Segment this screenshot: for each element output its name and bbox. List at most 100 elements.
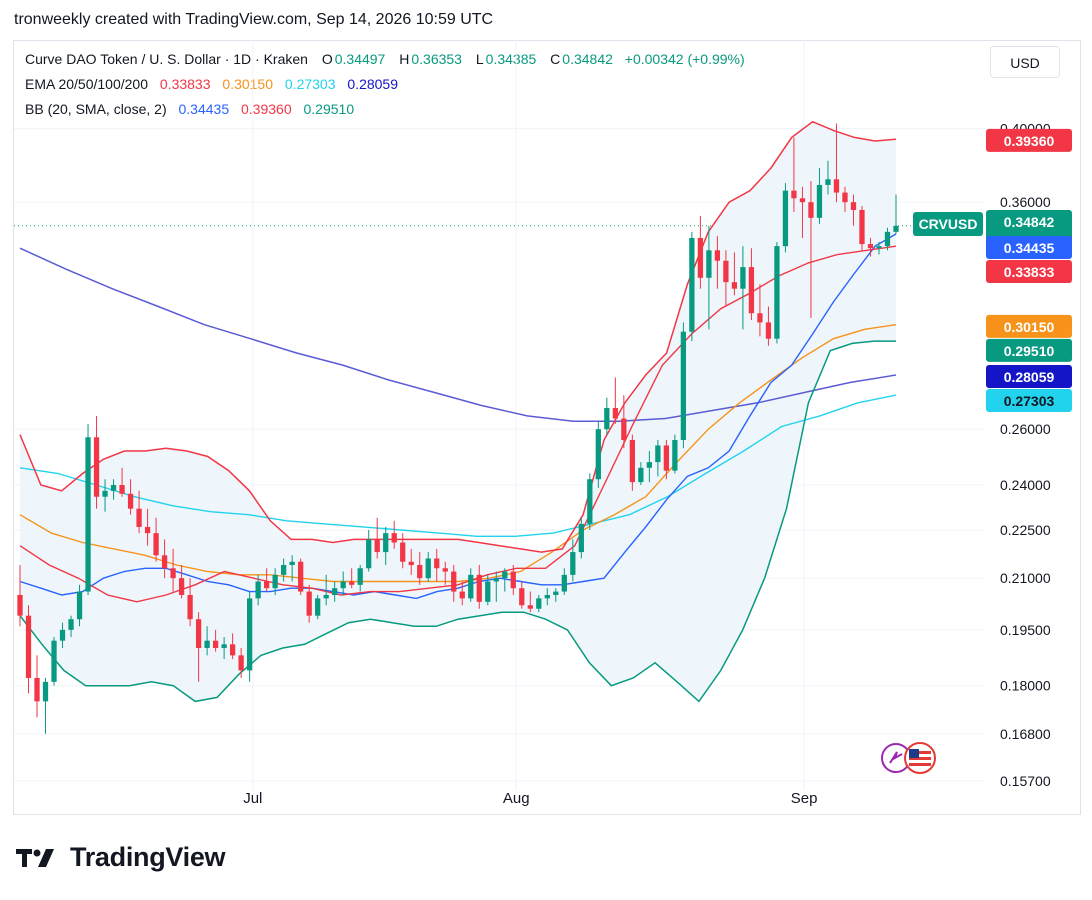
- legend-ema-row[interactable]: EMA 20/50/100/200 0.33833 0.30150 0.2730…: [25, 76, 400, 92]
- price-tick-label: 0.19500: [1000, 622, 1051, 638]
- chart-panel[interactable]: [13, 40, 1081, 815]
- candle: [655, 439, 661, 477]
- ema-label: EMA 20/50/100/200: [25, 76, 148, 92]
- tradingview-logo[interactable]: TradingView: [16, 842, 226, 873]
- candle: [757, 284, 763, 337]
- candle-body: [595, 429, 601, 480]
- candle: [697, 215, 704, 289]
- currency-button[interactable]: USD: [990, 46, 1060, 78]
- candle: [595, 421, 601, 488]
- candle: [153, 517, 159, 562]
- candle-body: [161, 555, 168, 569]
- candle: [383, 526, 389, 565]
- candle-body: [110, 485, 117, 491]
- candle: [85, 423, 91, 595]
- candle: [400, 533, 406, 569]
- time-tick-label: Sep: [791, 790, 818, 807]
- candle: [714, 235, 721, 289]
- candle-body: [680, 331, 687, 440]
- candle-body: [663, 445, 670, 471]
- candle: [765, 306, 772, 346]
- price-label-box: [986, 128, 1072, 152]
- bb-lower-value: 0.29510: [303, 101, 355, 117]
- price-tick-label: 0.26000: [1000, 421, 1051, 437]
- price-label-text: 0.34842: [1004, 214, 1055, 230]
- candle-body: [808, 202, 814, 218]
- price-label-box: [986, 235, 1072, 259]
- candle-body: [723, 260, 729, 283]
- close-label: C: [550, 51, 561, 67]
- candle-body: [221, 644, 227, 648]
- candle: [281, 558, 287, 582]
- candle-body: [451, 571, 457, 592]
- candle-body: [229, 644, 236, 656]
- candle: [782, 183, 789, 253]
- candle-body: [59, 629, 66, 641]
- candle-body: [42, 681, 49, 702]
- candle-body: [502, 571, 508, 579]
- candle-body: [238, 655, 244, 671]
- open-label: O: [321, 51, 333, 67]
- candle-body: [332, 588, 338, 595]
- bollinger-band-fill: [20, 121, 896, 702]
- candle: [791, 137, 797, 212]
- candle: [51, 637, 57, 686]
- candle: [212, 629, 219, 652]
- price-tick-label: 0.22500: [1000, 522, 1051, 538]
- candle: [42, 677, 49, 734]
- candle: [561, 568, 567, 595]
- candle-body: [434, 558, 440, 569]
- candle-body: [893, 225, 899, 232]
- price-label-box: [986, 338, 1072, 362]
- candle: [59, 622, 66, 648]
- candle: [68, 615, 74, 638]
- candle: [544, 588, 550, 606]
- price-label-text: 0.39360: [1004, 133, 1055, 149]
- axis-ticks: 0.400000.360000.260000.240000.225000.210…: [243, 121, 1051, 807]
- candle: [93, 415, 100, 509]
- candle-body: [638, 467, 644, 483]
- candle: [553, 588, 559, 602]
- low-label: L: [475, 51, 484, 67]
- bb-basis-value: 0.34435: [178, 101, 230, 117]
- candle-body: [306, 591, 312, 616]
- candle-body: [791, 190, 797, 199]
- close-value: 0.34842: [562, 51, 613, 67]
- high-value: 0.36353: [411, 51, 462, 67]
- candle: [833, 123, 840, 203]
- candle-body: [246, 598, 253, 671]
- us-flag-icon[interactable]: [880, 741, 938, 780]
- candle: [34, 655, 40, 718]
- candle: [510, 564, 516, 595]
- candle: [723, 250, 729, 307]
- candle: [144, 508, 151, 546]
- candle-body: [731, 282, 738, 289]
- candle-body: [85, 437, 91, 592]
- candle-body: [519, 588, 525, 606]
- candle-body: [527, 605, 533, 609]
- candle-body: [400, 542, 406, 562]
- candle-body: [629, 439, 635, 483]
- price-label-text: 0.34435: [1004, 240, 1055, 256]
- candle-body: [884, 231, 891, 247]
- candle-body: [289, 561, 295, 565]
- candle: [340, 571, 346, 595]
- price-label-box: [986, 389, 1072, 413]
- price-label-text: 0.33833: [1004, 264, 1055, 280]
- candle: [502, 568, 508, 592]
- legend-bb-row[interactable]: BB (20, SMA, close, 2) 0.34435 0.39360 0…: [25, 101, 356, 117]
- price-label-text: 0.27303: [1004, 393, 1055, 409]
- candle-body: [833, 179, 840, 193]
- candle-body: [655, 445, 661, 463]
- candle-body: [757, 313, 763, 323]
- ema20-value: 0.33833: [159, 76, 211, 92]
- bb-label: BB (20, SMA, close, 2): [25, 101, 167, 117]
- candle-body: [281, 564, 287, 575]
- high-label: H: [399, 51, 410, 67]
- price-tick-label: 0.18000: [1000, 678, 1051, 694]
- candle: [485, 574, 491, 606]
- bb-upper-line: [19, 120, 897, 553]
- candle-body: [799, 198, 806, 203]
- candle-body: [170, 568, 176, 579]
